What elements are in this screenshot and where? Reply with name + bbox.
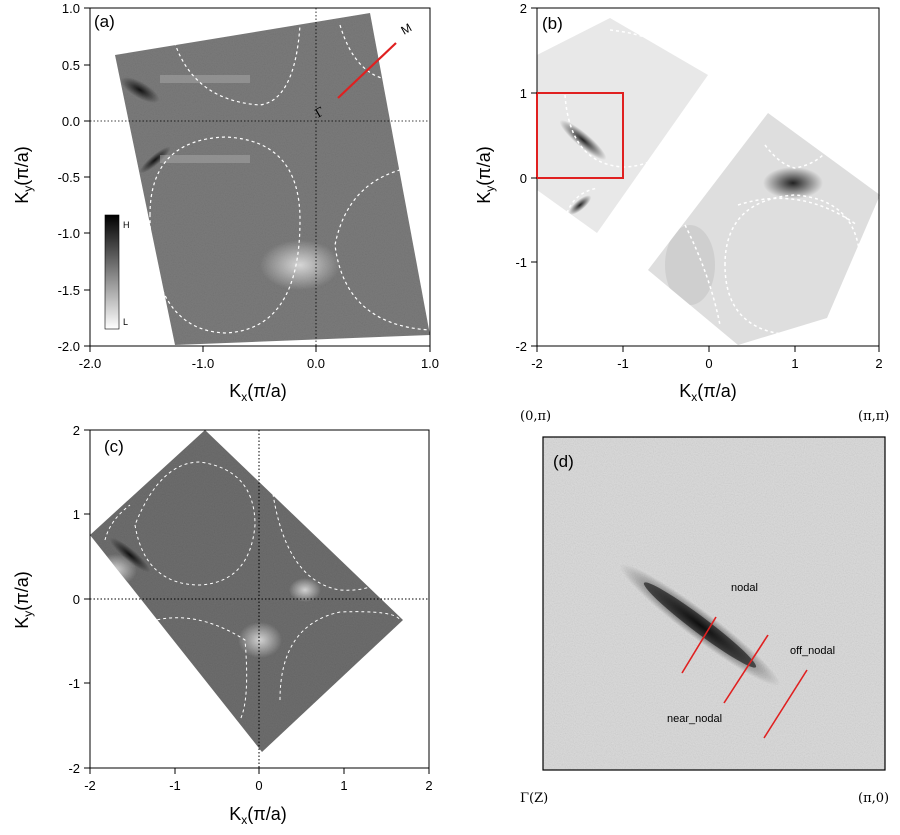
panel-d-corner-top-left: (0,π) [520, 409, 551, 424]
panel-b-ytick: -2 [515, 339, 527, 354]
panel-a-ytick-labels: 1.0 0.5 0.0 -0.5 -1.0 -1.5 -2.0 [58, 1, 80, 354]
panel-b-ylabel: Ky(π/a) [474, 146, 497, 203]
panel-a-ylabel: Ky(π/a) [12, 146, 35, 203]
panel-a-xtick: 0.0 [307, 356, 325, 371]
panel-b-ytick: 0 [520, 171, 527, 186]
panel-a-map [115, 13, 430, 345]
panel-b-ytick-labels: 2 1 0 -1 -2 [515, 1, 527, 354]
panel-a-ytick: -1.5 [58, 283, 80, 298]
panel-c-ticks [84, 429, 430, 774]
panel-c: (c) -2 -1 0 1 2 2 1 0 -1 -2 Kx(π/a) Ky(π… [12, 423, 433, 827]
panel-c-ytick: 0 [73, 592, 80, 607]
panel-d-cut-label: off_nodal [790, 645, 835, 657]
panel-d-cut-label: nodal [731, 582, 758, 594]
panel-b-xtick: 1 [791, 356, 798, 371]
panel-b-ticks [531, 7, 880, 352]
panel-b-label: (b) [542, 14, 563, 33]
panel-d: (d) nodal near_nodal off_nodal (0,π) (π,… [520, 409, 889, 806]
panel-c-xtick: 1 [340, 778, 347, 793]
panel-d-map [543, 437, 885, 770]
panel-c-xtick: -1 [169, 778, 181, 793]
panel-c-ytick: -2 [68, 761, 80, 776]
panel-b-xtick: -2 [531, 356, 543, 371]
panel-b-xtick-labels: -2 -1 0 1 2 [531, 356, 882, 371]
panel-b-ytick: 2 [520, 1, 527, 16]
panel-c-ytick: 2 [73, 423, 80, 438]
panel-b-ytick: 1 [520, 86, 527, 101]
panel-b-xtick: 0 [705, 356, 712, 371]
panel-c-label: (c) [104, 437, 124, 456]
panel-b-map-upper [537, 18, 708, 233]
panel-a-xtick: 1.0 [421, 356, 439, 371]
panel-a-ytick: -2.0 [58, 339, 80, 354]
panel-c-ytick: 1 [73, 507, 80, 522]
panel-a-gamma-m-line [337, 42, 397, 99]
panel-a-m-label: M [399, 20, 415, 37]
panel-b-xlabel: Kx(π/a) [679, 381, 736, 404]
panel-c-contours [104, 461, 401, 721]
panel-a: Γ M (a) H L -2.0 -1.0 0.0 1.0 1.0 0.5 0.… [12, 1, 439, 404]
panel-a-colorbar-low: L [123, 317, 128, 327]
panel-a-ytick: -0.5 [58, 170, 80, 185]
panel-b-xtick: 2 [875, 356, 882, 371]
panel-b-ytick: -1 [515, 255, 527, 270]
panel-a-ytick: -1.0 [58, 226, 80, 241]
panel-a-colorbar-high: H [123, 220, 130, 230]
panel-c-xtick: 0 [255, 778, 262, 793]
panel-c-xtick: -2 [84, 778, 96, 793]
panel-d-label: (d) [553, 452, 574, 471]
panel-d-cut-label: near_nodal [667, 713, 722, 725]
panel-a-xtick: -2.0 [79, 356, 101, 371]
panel-c-ylabel: Ky(π/a) [12, 571, 35, 628]
panel-c-map [90, 430, 403, 752]
panel-b-contours [564, 29, 861, 336]
panel-a-ytick: 1.0 [62, 1, 80, 16]
panel-a-xtick: -1.0 [192, 356, 214, 371]
panel-b: (b) -2 -1 0 1 2 2 1 0 -1 -2 Kx(π/a) Ky(π… [474, 1, 883, 404]
panel-c-xtick: 2 [425, 778, 432, 793]
panel-a-ytick: 0.0 [62, 114, 80, 129]
panel-b-zoom-box [536, 92, 624, 179]
panel-d-frame [542, 436, 886, 771]
panel-c-xtick-labels: -2 -1 0 1 2 [84, 778, 432, 793]
panel-a-label: (a) [94, 12, 115, 31]
panel-d-corner-bottom-right: (π,0) [858, 791, 889, 806]
panel-a-xtick-labels: -2.0 -1.0 0.0 1.0 [79, 356, 439, 371]
panel-a-xlabel: Kx(π/a) [229, 381, 286, 404]
panel-b-map-lower [648, 113, 880, 345]
panel-b-xtick: -1 [617, 356, 629, 371]
panel-c-ytick-labels: 2 1 0 -1 -2 [68, 423, 80, 776]
panel-d-cut-off-nodal [763, 669, 808, 739]
panel-d-corner-bottom-left: Γ(Z) [520, 791, 548, 806]
panel-c-xlabel: Kx(π/a) [229, 804, 286, 827]
panel-a-colorbar [104, 214, 120, 330]
panel-d-cut-near-nodal [723, 634, 769, 704]
panel-a-ytick: 0.5 [62, 58, 80, 73]
panel-d-cut-nodal [681, 616, 717, 674]
panel-c-ytick: -1 [68, 676, 80, 691]
panel-a-ticks [84, 7, 431, 352]
panel-d-corner-top-right: (π,π) [858, 409, 889, 424]
panel-a-contours [149, 24, 431, 334]
